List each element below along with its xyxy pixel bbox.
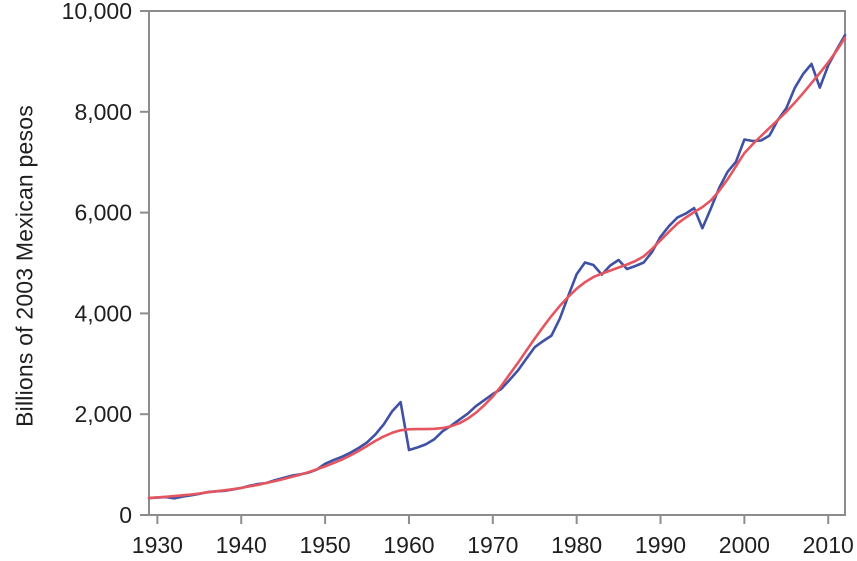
- x-tick-label: 1990: [635, 532, 686, 558]
- x-tick-label: 1970: [467, 532, 518, 558]
- blue-data-series-line: [147, 33, 847, 500]
- x-tick-label: 2010: [803, 532, 854, 558]
- x-tick-label: 2000: [719, 532, 770, 558]
- x-tick-label: 1930: [132, 532, 183, 558]
- y-tick-label: 0: [119, 502, 132, 528]
- y-tick-label: 10,000: [62, 0, 132, 24]
- y-tick-label: 4,000: [74, 300, 132, 326]
- y-tick-label: 8,000: [74, 99, 132, 125]
- y-tick-label: 6,000: [74, 200, 132, 226]
- x-tick-label: 1980: [551, 532, 602, 558]
- x-tick-label: 1940: [216, 532, 267, 558]
- x-tick-label: 1950: [300, 532, 351, 558]
- plot-border: [148, 10, 846, 516]
- red-trend-series-line: [147, 36, 847, 500]
- x-tick-label: 1960: [383, 532, 434, 558]
- y-tick-label: 2,000: [74, 401, 132, 427]
